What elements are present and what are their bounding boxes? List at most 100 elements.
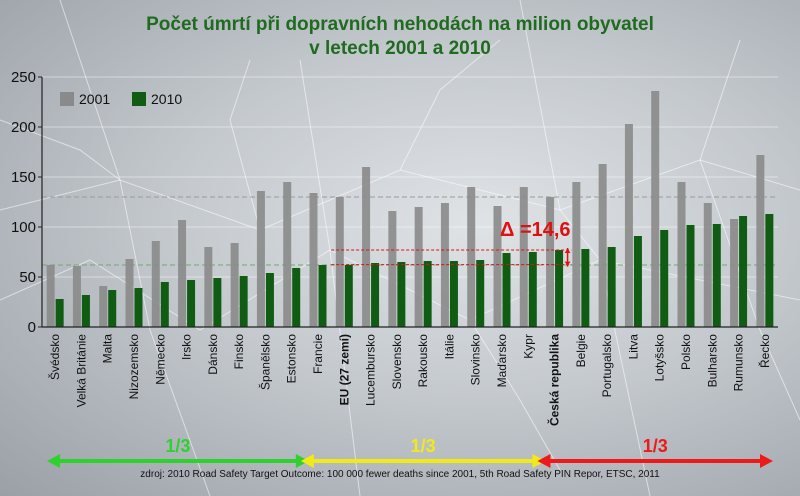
bar-2010-italie bbox=[449, 261, 458, 327]
bar-2010-slovensko bbox=[397, 262, 406, 327]
bar-2001-litva bbox=[624, 124, 633, 327]
x-tick-label-portugalsko: Portugalsko bbox=[600, 334, 614, 398]
x-tick-labels: Švédsko Velká Británie Malta Nizozemsko Něme… bbox=[47, 334, 772, 426]
x-tick-label-nemecko: Německo bbox=[153, 334, 167, 385]
bar-2010-bulharsko bbox=[712, 224, 721, 327]
bar-2010-nizozemsko bbox=[134, 288, 143, 327]
axes bbox=[38, 76, 778, 328]
x-tick-label-spanelsko: Španělsko bbox=[257, 334, 272, 390]
bar-2001-eu-27-zemi bbox=[335, 197, 344, 327]
bar-2001-dansko bbox=[204, 247, 213, 327]
group-arrows: 1/3 1/3 1/3 bbox=[47, 436, 773, 468]
annotation-label: Δ =14,6 bbox=[500, 219, 571, 241]
x-tick-label-madarsko: Maďarsko bbox=[495, 334, 509, 388]
x-tick-label-irsko: Irsko bbox=[180, 334, 194, 360]
x-tick-label-litva: Litva bbox=[626, 334, 640, 360]
bar-2001-rakousko bbox=[414, 207, 423, 327]
legend-label-2001: 2001 bbox=[79, 91, 110, 107]
bar-2010-eu-27-zemi bbox=[344, 265, 353, 327]
x-tick-label-lucembursko: Lucembursko bbox=[364, 334, 378, 406]
bar-2010-lotyssko bbox=[660, 230, 669, 327]
bar-2010-kypr bbox=[528, 252, 537, 327]
bar-2010-polsko bbox=[686, 225, 695, 327]
x-tick-label-rumunsko: Rumunsko bbox=[732, 334, 746, 392]
bar-2001-francie bbox=[309, 193, 318, 327]
bar-2001-belgie bbox=[572, 182, 581, 327]
bar-2001-kypr bbox=[519, 187, 528, 327]
bar-2010-ceska-republika bbox=[555, 250, 564, 327]
bar-2001-slovinsko bbox=[467, 187, 476, 327]
x-tick-label-belgie: Belgie bbox=[574, 334, 588, 368]
bar-2001-madarsko bbox=[493, 206, 502, 327]
x-tick-label-dansko: Dánsko bbox=[206, 334, 220, 375]
group-3-arrowhead-right bbox=[760, 454, 773, 468]
reference-lines bbox=[42, 196, 778, 266]
bar-2010-slovinsko bbox=[476, 260, 485, 327]
bar-2010-portugalsko bbox=[607, 247, 616, 327]
bar-2010-finsko bbox=[239, 276, 248, 327]
bar-2001-irsko bbox=[178, 220, 187, 327]
bar-2001-malta bbox=[99, 286, 108, 327]
group-3-arrowhead-left bbox=[537, 454, 551, 468]
x-tick-label-eu-27-zemi: EU (27 zemí) bbox=[337, 334, 351, 405]
y-tick-label-250: 250 bbox=[11, 69, 36, 86]
bar-2010-litva bbox=[633, 236, 642, 327]
legend-swatch-2010 bbox=[132, 92, 146, 106]
x-tick-label-svedsko: Švédsko bbox=[47, 334, 62, 380]
bar-2001-lucembursko bbox=[362, 167, 371, 327]
bar-2010-nemecko bbox=[160, 282, 169, 327]
bar-2001-slovensko bbox=[388, 211, 397, 327]
bar-2010-lucembursko bbox=[371, 263, 380, 327]
y-tick-label-50: 50 bbox=[19, 269, 36, 286]
bar-2001-polsko bbox=[677, 182, 686, 327]
bar-2010-irsko bbox=[187, 280, 196, 327]
bar-2001-bulharsko bbox=[703, 203, 712, 327]
bar-2010-madarsko bbox=[502, 253, 511, 327]
y-tick-label-200: 200 bbox=[11, 119, 36, 136]
bar-2001-italie bbox=[440, 203, 449, 327]
x-tick-label-rakousko: Rakousko bbox=[416, 334, 430, 388]
x-tick-label-bulharsko: Bulharsko bbox=[705, 334, 719, 388]
legend-label-2010: 2010 bbox=[151, 91, 182, 107]
x-tick-label-slovinsko: Slovinsko bbox=[469, 334, 483, 386]
x-tick-label-lotyssko: Lotyšsko bbox=[653, 334, 667, 382]
bar-2001-nizozemsko bbox=[125, 259, 134, 327]
bar-2001-portugalsko bbox=[598, 164, 607, 327]
group-1-label: 1/3 bbox=[165, 436, 190, 456]
x-tick-label-malta: Malta bbox=[101, 334, 115, 364]
y-tick-label-0: 0 bbox=[28, 319, 36, 336]
y-tick-label-100: 100 bbox=[11, 219, 36, 236]
x-tick-label-nizozemsko: Nizozemsko bbox=[127, 334, 141, 400]
bar-2001-recko bbox=[756, 155, 765, 327]
bar-2010-rakousko bbox=[423, 261, 432, 327]
group-2-arrowhead-left bbox=[300, 454, 314, 468]
x-tick-label-polsko: Polsko bbox=[679, 334, 693, 370]
y-tick-labels: 0 50 100 150 200 250 bbox=[11, 69, 36, 336]
bar-2010-malta bbox=[108, 290, 117, 327]
annotation-arrowhead-up bbox=[564, 249, 571, 253]
x-tick-label-finsko: Finsko bbox=[232, 334, 246, 370]
group-3-label: 1/3 bbox=[643, 436, 668, 456]
bar-2010-velka-britanie bbox=[81, 295, 90, 327]
delta-annotation: Δ =14,6 bbox=[331, 219, 572, 267]
bar-2001-ceska-republika bbox=[546, 197, 555, 327]
bar-2001-nemecko bbox=[151, 241, 160, 327]
x-tick-label-italie: Itálie bbox=[442, 334, 456, 360]
bar-2010-francie bbox=[318, 265, 327, 327]
legend: 2001 2010 bbox=[60, 91, 182, 107]
bar-2010-estonsko bbox=[292, 268, 301, 327]
bar-2010-belgie bbox=[581, 249, 590, 327]
chart-title-line-2: v letech 2001 a 2010 bbox=[309, 38, 491, 59]
x-tick-label-ceska-republika: Česká republika bbox=[547, 334, 562, 426]
x-tick-label-velka-britanie: Velká Británie bbox=[74, 334, 88, 408]
bar-2010-recko bbox=[765, 214, 774, 327]
bar-2001-svedsko bbox=[46, 265, 55, 327]
group-2-label: 1/3 bbox=[411, 436, 436, 456]
chart-title-line-1: Počet úmrtí při dopravních nehodách na m… bbox=[146, 14, 654, 35]
x-tick-label-recko: Řecko bbox=[757, 334, 772, 368]
legend-swatch-2001 bbox=[60, 92, 74, 106]
x-tick-label-slovensko: Slovensko bbox=[390, 334, 404, 390]
bar-2010-rumunsko bbox=[739, 216, 748, 327]
source-note: zdroj: 2010 Road Safety Target Outcome: … bbox=[140, 469, 660, 480]
